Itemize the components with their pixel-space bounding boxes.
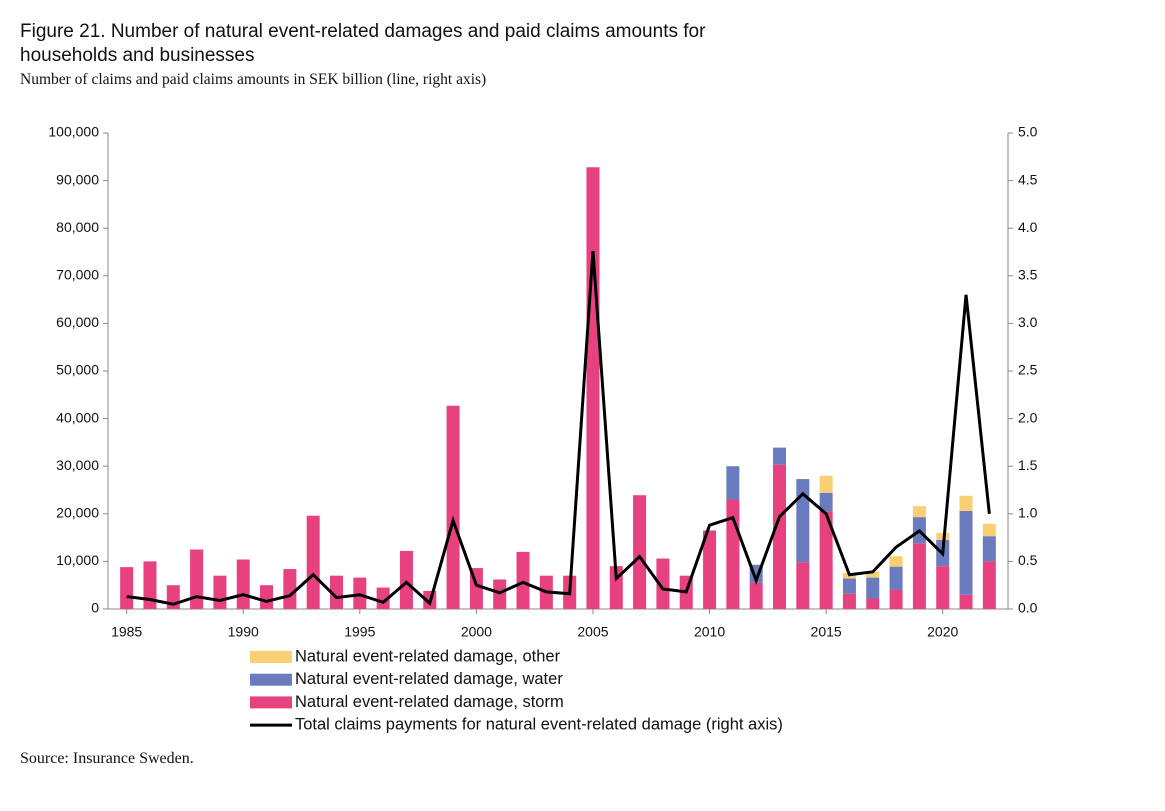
legend-swatch <box>250 651 292 663</box>
y2-tick-label: 1.5 <box>1018 457 1038 473</box>
legend-label: Natural event-related damage, storm <box>295 693 564 711</box>
y2-tick-label: 4.5 <box>1018 171 1038 187</box>
legend-label: Natural event-related damage, other <box>295 647 561 665</box>
source-note: Source: Insurance Sweden. <box>20 750 194 767</box>
bar-segment <box>236 559 250 609</box>
bar-segment <box>399 550 413 609</box>
y2-tick-label: 3.0 <box>1018 314 1038 330</box>
legend-swatch <box>250 696 292 709</box>
bar-segment <box>773 447 787 465</box>
y-tick-label: 100,000 <box>48 124 99 140</box>
bar-segment <box>516 551 530 609</box>
bar-segment <box>190 549 204 609</box>
bar-segment <box>283 569 297 609</box>
y-tick-label: 40,000 <box>56 409 99 425</box>
bar-segment <box>819 492 833 512</box>
bar-segment <box>866 598 880 609</box>
bar-segment <box>819 475 833 493</box>
bar-segment <box>749 582 763 609</box>
y2-tick-label: 4.0 <box>1018 219 1038 235</box>
legend-label: Total claims payments for natural event-… <box>295 715 783 733</box>
x-tick-label: 1985 <box>111 624 142 640</box>
bar-segment <box>329 575 343 609</box>
x-tick-label: 1995 <box>344 624 375 640</box>
y-tick-label: 20,000 <box>56 505 99 521</box>
bar-segment <box>889 556 903 567</box>
y2-tick-label: 0.5 <box>1018 552 1038 568</box>
y2-tick-label: 2.5 <box>1018 362 1038 378</box>
y-tick-label: 60,000 <box>56 314 99 330</box>
bar-segment <box>842 593 856 609</box>
bar-segment <box>866 571 880 578</box>
y2-tick-label: 1.0 <box>1018 505 1038 521</box>
x-tick-label: 2000 <box>461 624 492 640</box>
y-tick-label: 70,000 <box>56 267 99 283</box>
bar-segment <box>982 523 996 537</box>
y-tick-label: 80,000 <box>56 219 99 235</box>
x-tick-label: 1990 <box>228 624 259 640</box>
y-tick-label: 90,000 <box>56 171 99 187</box>
bar-segment <box>796 562 810 609</box>
y-tick-label: 50,000 <box>56 362 99 378</box>
y2-tick-label: 3.5 <box>1018 267 1038 283</box>
bar-segment <box>936 532 950 540</box>
bar-segment <box>936 566 950 609</box>
x-tick-label: 2020 <box>927 624 958 640</box>
y2-tick-label: 2.0 <box>1018 409 1038 425</box>
bar-segment <box>912 506 926 518</box>
bar-segment <box>889 589 903 609</box>
y2-tick-label: 5.0 <box>1018 124 1038 140</box>
chart-title: Figure 21. Number of natural event-relat… <box>20 21 706 66</box>
y-tick-label: 30,000 <box>56 457 99 473</box>
bar-segment <box>912 543 926 609</box>
bar-segment <box>656 558 670 609</box>
bar-segment <box>959 495 973 511</box>
legend-label: Natural event-related damage, water <box>295 670 563 688</box>
bar-segment <box>726 466 740 500</box>
bar-segment <box>633 495 647 609</box>
y-tick-label: 10,000 <box>56 552 99 568</box>
bar-segment <box>959 510 973 595</box>
bar-segment <box>959 594 973 609</box>
x-tick-label: 2015 <box>811 624 842 640</box>
bar-segment <box>143 561 157 609</box>
bar-segment <box>120 567 134 609</box>
bar-segment <box>866 577 880 599</box>
bar-segment <box>726 499 740 609</box>
y2-tick-label: 0.0 <box>1018 600 1038 616</box>
y-tick-label: 0 <box>91 600 99 616</box>
bar-segment <box>889 566 903 590</box>
legend-swatch <box>250 673 292 686</box>
bar-segment <box>703 530 717 609</box>
bar-segment <box>982 561 996 609</box>
x-tick-label: 2010 <box>694 624 725 640</box>
line-series <box>126 250 991 607</box>
bar-segment <box>586 167 600 609</box>
x-tick-label: 2005 <box>577 624 608 640</box>
bar-segment <box>213 575 227 609</box>
bar-segment <box>260 585 274 609</box>
bar-segment <box>819 511 833 609</box>
bar-segment <box>446 405 460 609</box>
chart-subtitle: Number of claims and paid claims amounts… <box>20 71 487 88</box>
bar-segment <box>773 464 787 609</box>
bar-segment <box>842 578 856 594</box>
bar-segment <box>306 515 320 609</box>
bar-segment <box>376 587 390 609</box>
bar-segment <box>796 479 810 563</box>
bar-segment <box>982 536 996 562</box>
